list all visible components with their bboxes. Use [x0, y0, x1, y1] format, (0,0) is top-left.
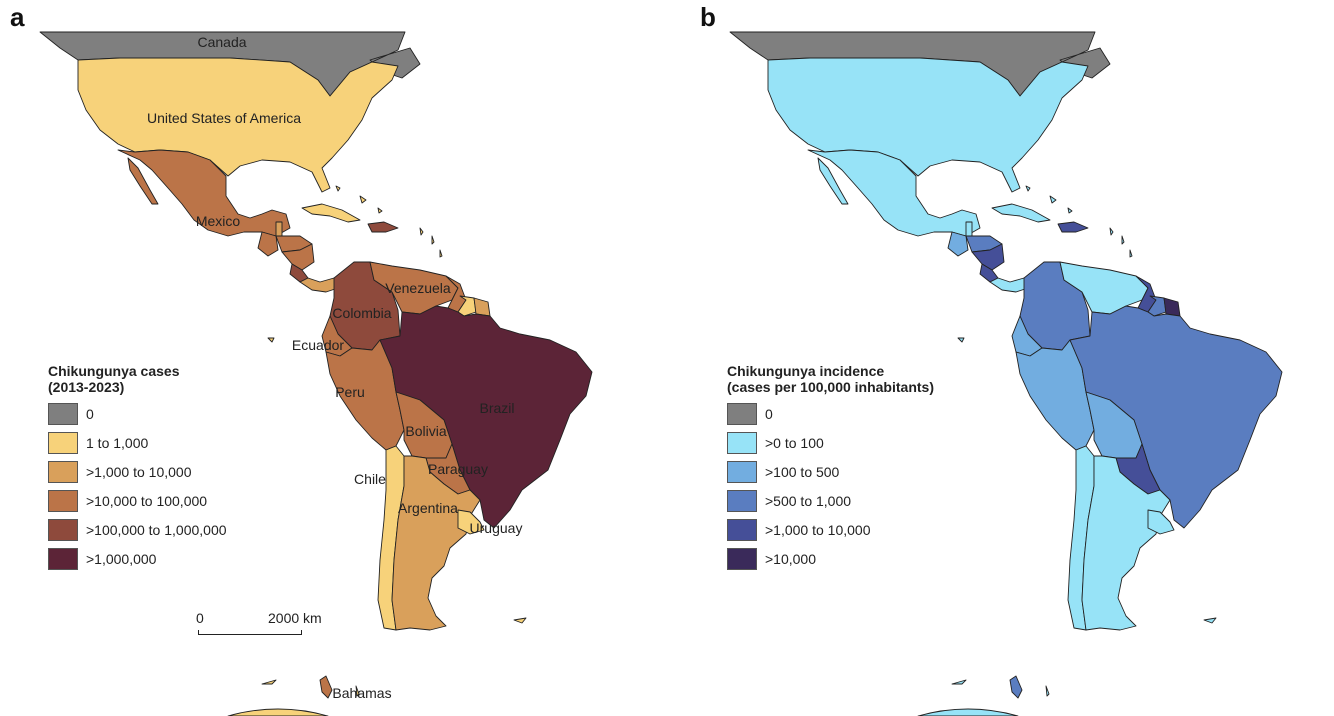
country-label: Mexico: [196, 213, 241, 229]
legend-title-line1: Chikungunya incidence: [727, 363, 885, 379]
legend-swatch: [48, 518, 78, 541]
legend-label: >100 to 500: [765, 463, 840, 480]
legend-label: 1 to 1,000: [86, 434, 149, 451]
legend-item: 0: [48, 399, 227, 428]
country-cuba: [991, 203, 1051, 223]
legend-item: >100 to 500: [727, 457, 934, 486]
country-label: Bahamas: [332, 685, 391, 701]
country-venezuela: [1059, 261, 1149, 315]
country-label: Ecuador: [292, 337, 344, 353]
legend-swatch: [48, 402, 78, 425]
legend-swatch: [727, 518, 757, 541]
minor-islands: [917, 185, 1217, 716]
country-label: Venezuela: [385, 280, 451, 296]
map-panel-b: [729, 31, 1283, 716]
country-label: Argentina: [398, 500, 458, 516]
legend-label: >10,000 to 100,000: [86, 492, 208, 509]
legend-swatch: [727, 547, 757, 570]
legend-label: >0 to 100: [765, 434, 824, 451]
country-label: Uruguay: [470, 520, 523, 536]
legend-panel-b: Chikungunya incidence (cases per 100,000…: [727, 363, 934, 573]
country-label: Canada: [197, 34, 246, 50]
legend-item: >0 to 100: [727, 428, 934, 457]
legend-label: 0: [86, 405, 94, 422]
legend-swatch: [48, 431, 78, 454]
country-french-guiana: [1163, 297, 1181, 317]
legend-swatch: [48, 489, 78, 512]
scale-bar-line: [198, 630, 302, 635]
country-label: Bolivia: [405, 423, 446, 439]
country-label: Chile: [354, 471, 386, 487]
panel-a-label: a: [10, 2, 25, 32]
legend-label: >500 to 1,000: [765, 492, 852, 509]
country-label: United States of America: [147, 110, 301, 126]
country-french-guiana: [473, 297, 491, 317]
country-united-states-of-america: [767, 57, 1089, 193]
country-venezuela: [369, 261, 459, 315]
country-mexico: [807, 149, 981, 237]
minor-islands: [227, 185, 527, 716]
country-uruguay: [1147, 509, 1175, 535]
legend-item: >10,000 to 100,000: [48, 486, 227, 515]
legend-title-line2: (cases per 100,000 inhabitants): [727, 379, 934, 395]
country-uruguay: [457, 509, 485, 535]
legend-item: >100,000 to 1,000,000: [48, 515, 227, 544]
legend-label: >1,000 to 10,000: [765, 521, 871, 538]
legend-swatch: [727, 460, 757, 483]
legend-title-line2: (2013-2023): [48, 379, 125, 395]
scale-bar-start: 0: [196, 610, 204, 626]
country-cuba: [301, 203, 361, 223]
legend-title: Chikungunya cases (2013-2023): [48, 363, 227, 395]
legend-title-line1: Chikungunya cases: [48, 363, 180, 379]
legend-label: >1,000,000: [86, 550, 157, 567]
legend-item: >1,000 to 10,000: [727, 515, 934, 544]
country-mexico: [117, 149, 291, 237]
country-hispaniola: [367, 221, 399, 233]
country-label: Colombia: [332, 305, 391, 321]
panel-b-label: b: [700, 2, 716, 32]
country-belize: [275, 221, 283, 237]
map-panel-a: Canada United States of America Mexico Vene…: [39, 31, 593, 716]
country-bahamas: [1009, 675, 1023, 699]
legend-swatch: [727, 489, 757, 512]
country-argentina: [1081, 455, 1171, 631]
legend-swatch: [727, 402, 757, 425]
legend-swatch: [727, 431, 757, 454]
legend-item: 1 to 1,000: [48, 428, 227, 457]
country-guatemala: [947, 231, 969, 257]
legend-item: 0: [727, 399, 934, 428]
country-guatemala: [257, 231, 279, 257]
legend-swatch: [48, 460, 78, 483]
scale-bar-end: 2000 km: [268, 610, 322, 626]
country-label: Peru: [335, 384, 365, 400]
legend-item: >1,000 to 10,000: [48, 457, 227, 486]
country-label: Paraguay: [428, 461, 488, 477]
legend-title: Chikungunya incidence (cases per 100,000…: [727, 363, 934, 395]
country-label: Brazil: [479, 400, 514, 416]
legend-label: >100,000 to 1,000,000: [86, 521, 227, 538]
country-panama: [989, 277, 1029, 293]
legend-item: >1,000,000: [48, 544, 227, 573]
legend-swatch: [48, 547, 78, 570]
country-panama: [299, 277, 339, 293]
legend-panel-a: Chikungunya cases (2013-2023) 0 1 to 1,00…: [48, 363, 227, 573]
legend-label: 0: [765, 405, 773, 422]
legend-item: >500 to 1,000: [727, 486, 934, 515]
country-belize: [965, 221, 973, 237]
legend-item: >10,000: [727, 544, 934, 573]
legend-label: >10,000: [765, 550, 816, 567]
legend-label: >1,000 to 10,000: [86, 463, 192, 480]
scale-bar: 0 2000 km: [196, 610, 376, 640]
country-bahamas: [319, 675, 333, 699]
country-hispaniola: [1057, 221, 1089, 233]
country-argentina: [391, 455, 481, 631]
